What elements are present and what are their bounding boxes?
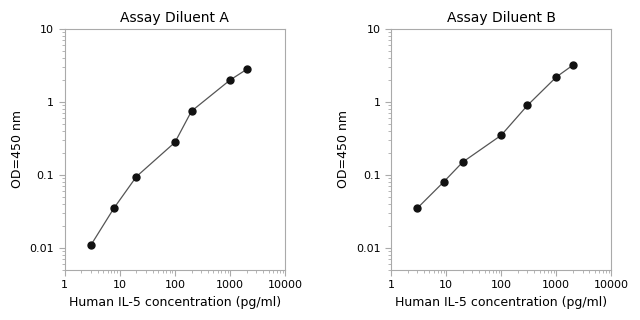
X-axis label: Human IL-5 concentration (pg/ml): Human IL-5 concentration (pg/ml)	[395, 296, 607, 309]
Y-axis label: OD=450 nm: OD=450 nm	[337, 110, 350, 188]
Title: Assay Diluent A: Assay Diluent A	[120, 11, 229, 25]
X-axis label: Human IL-5 concentration (pg/ml): Human IL-5 concentration (pg/ml)	[69, 296, 281, 309]
Title: Assay Diluent B: Assay Diluent B	[447, 11, 556, 25]
Y-axis label: OD=450 nm: OD=450 nm	[11, 110, 24, 188]
